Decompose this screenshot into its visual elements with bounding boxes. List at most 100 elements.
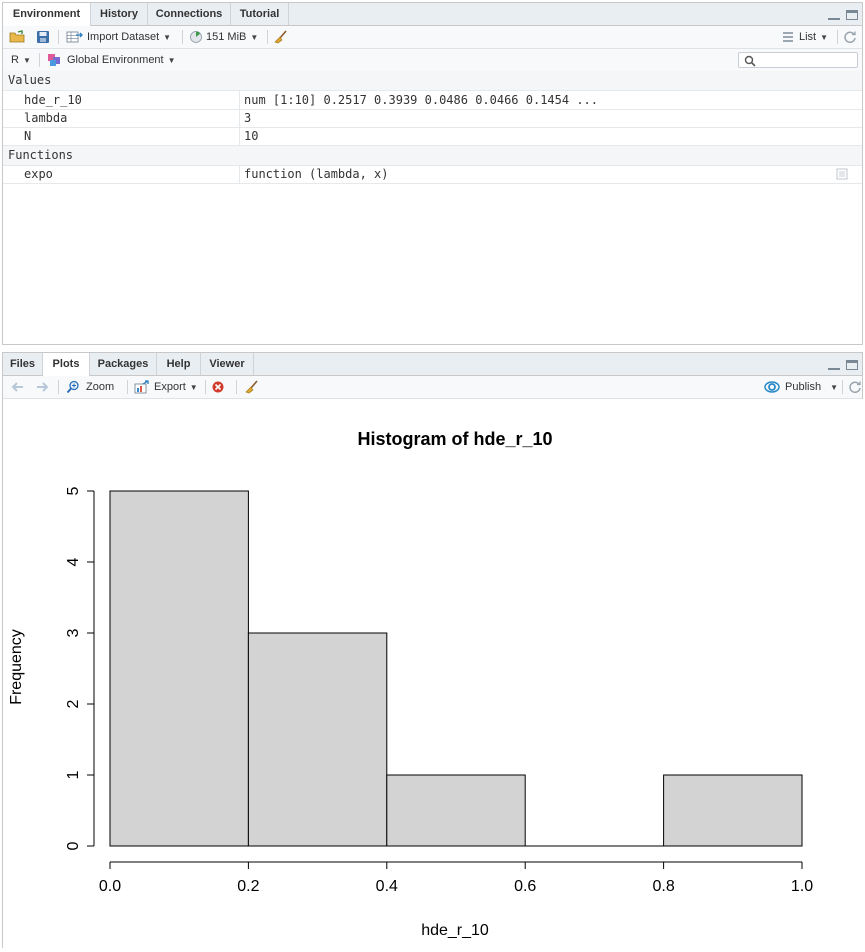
- x-tick-label: 0.0: [99, 878, 121, 895]
- toolbar-divider: [127, 380, 128, 394]
- import-dataset-label: Import Dataset: [87, 31, 160, 43]
- column-divider: [239, 91, 240, 109]
- plots-tabbar: Files Plots Packages Help Viewer: [3, 353, 862, 376]
- toolbar-divider: [236, 380, 237, 394]
- tab-files[interactable]: Files: [3, 353, 43, 375]
- function-signature: function (lambda, x): [244, 167, 389, 181]
- table-row[interactable]: N 10: [3, 127, 862, 146]
- tab-tutorial[interactable]: Tutorial: [231, 3, 289, 25]
- export-label: Export: [154, 381, 186, 393]
- global-environment-dropdown[interactable]: Global Environment ▼: [67, 49, 176, 71]
- y-tick-label: 3: [65, 628, 82, 637]
- tab-environment[interactable]: Environment: [3, 3, 91, 26]
- chevron-down-icon: ▼: [820, 33, 829, 42]
- broom-icon[interactable]: [245, 380, 259, 394]
- tab-packages[interactable]: Packages: [90, 353, 157, 375]
- histogram-bars: [109, 490, 803, 847]
- x-tick-label: 0.2: [237, 878, 259, 895]
- column-divider: [239, 109, 240, 127]
- publish-icon: [764, 381, 780, 393]
- table-row[interactable]: expo function (lambda, x): [3, 165, 862, 184]
- search-icon: [744, 55, 756, 67]
- maximize-icon[interactable]: [846, 360, 858, 370]
- y-tick-label: 4: [65, 557, 82, 566]
- chart-title: Histogram of hde_r_10: [357, 429, 552, 449]
- memory-pie-icon: [190, 31, 202, 43]
- view-source-icon[interactable]: [836, 168, 848, 180]
- toolbar-divider: [837, 30, 838, 44]
- histogram-bar: [386, 774, 526, 847]
- tab-help[interactable]: Help: [157, 353, 201, 375]
- plots-pane: Files Plots Packages Help Viewer Zoom: [2, 352, 864, 949]
- language-dropdown[interactable]: R ▼: [11, 49, 31, 71]
- toolbar-divider: [182, 30, 183, 44]
- tab-viewer[interactable]: Viewer: [201, 353, 254, 375]
- histogram-chart: Histogram of hde_r_10 hde_r_10 Frequency…: [8, 429, 813, 939]
- variable-value: 10: [244, 129, 259, 143]
- variable-value: num [1:10] 0.2517 0.3939 0.0486 0.0466 0…: [244, 93, 599, 107]
- tab-plots[interactable]: Plots: [43, 353, 90, 376]
- toolbar-divider: [842, 380, 843, 394]
- variable-name: hde_r_10: [24, 93, 82, 107]
- values-section-header: Values: [3, 71, 862, 91]
- environment-icon: [48, 54, 60, 66]
- table-row[interactable]: lambda 3: [3, 109, 862, 128]
- histogram-bar: [247, 632, 388, 847]
- tab-connections[interactable]: Connections: [148, 3, 231, 25]
- open-folder-icon[interactable]: [9, 30, 26, 44]
- x-tick-label: 0.6: [514, 878, 536, 895]
- column-divider: [239, 165, 240, 183]
- tab-history[interactable]: History: [91, 3, 148, 25]
- export-dropdown[interactable]: Export ▼: [154, 376, 198, 398]
- histogram-bar: [663, 774, 803, 847]
- chevron-down-icon: ▼: [250, 33, 259, 42]
- chevron-down-icon: ▼: [22, 56, 31, 65]
- y-axis-label: Frequency: [8, 629, 25, 705]
- broom-icon[interactable]: [274, 30, 288, 44]
- column-divider: [239, 127, 240, 145]
- table-row[interactable]: hde_r_10 num [1:10] 0.2517 0.3939 0.0486…: [3, 91, 862, 110]
- refresh-icon[interactable]: [843, 30, 857, 44]
- maximize-icon[interactable]: [846, 10, 858, 20]
- function-name: expo: [24, 167, 53, 181]
- zoom-button[interactable]: Zoom: [86, 381, 115, 393]
- histogram-bar: [109, 490, 249, 847]
- y-tick-label: 1: [65, 770, 82, 779]
- global-environment-label: Global Environment: [67, 54, 164, 66]
- save-icon[interactable]: [36, 30, 50, 44]
- env-toolbar: Import Dataset ▼ 151 MiB ▼ List ▼: [3, 26, 862, 49]
- environment-pane: Environment History Connections Tutorial…: [2, 2, 863, 345]
- view-mode-dropdown[interactable]: List ▼: [799, 26, 828, 48]
- variable-value: 3: [244, 111, 252, 125]
- view-mode-label: List: [799, 31, 817, 43]
- minimize-icon[interactable]: [828, 12, 840, 20]
- back-arrow-icon[interactable]: [11, 380, 25, 394]
- x-axis-label: hde_r_10: [421, 922, 489, 939]
- list-view-icon: [783, 32, 793, 42]
- toolbar-divider: [267, 30, 268, 44]
- env-scope-toolbar: R ▼ Global Environment ▼: [3, 49, 862, 72]
- y-tick-label: 2: [65, 699, 82, 708]
- x-tick-label: 0.8: [652, 878, 674, 895]
- language-label: R: [11, 54, 19, 66]
- plot-canvas: Histogram of hde_r_10 hde_r_10 Frequency…: [3, 399, 864, 949]
- zoom-icon: [66, 380, 79, 394]
- toolbar-divider: [58, 380, 59, 394]
- variable-name: lambda: [24, 111, 68, 125]
- publish-dropdown[interactable]: Publish ▼: [785, 376, 838, 398]
- refresh-icon[interactable]: [848, 380, 862, 394]
- x-tick-label: 0.4: [376, 878, 398, 895]
- import-dataset-button[interactable]: Import Dataset ▼: [87, 26, 171, 48]
- remove-plot-icon[interactable]: [211, 380, 225, 394]
- functions-section-header: Functions: [3, 146, 862, 166]
- x-axis: 0.0 0.2 0.4 0.6 0.8 1.0: [99, 861, 813, 895]
- toolbar-divider: [205, 380, 206, 394]
- forward-arrow-icon[interactable]: [35, 380, 49, 394]
- memory-usage-button[interactable]: 151 MiB ▼: [206, 26, 258, 48]
- plots-toolbar: Zoom Export ▼ Publish ▼: [3, 376, 862, 399]
- toolbar-divider: [39, 53, 40, 67]
- import-dataset-icon[interactable]: [66, 30, 84, 44]
- y-tick-label: 0: [65, 841, 82, 850]
- minimize-icon[interactable]: [828, 362, 840, 370]
- environment-search-input[interactable]: [738, 52, 858, 68]
